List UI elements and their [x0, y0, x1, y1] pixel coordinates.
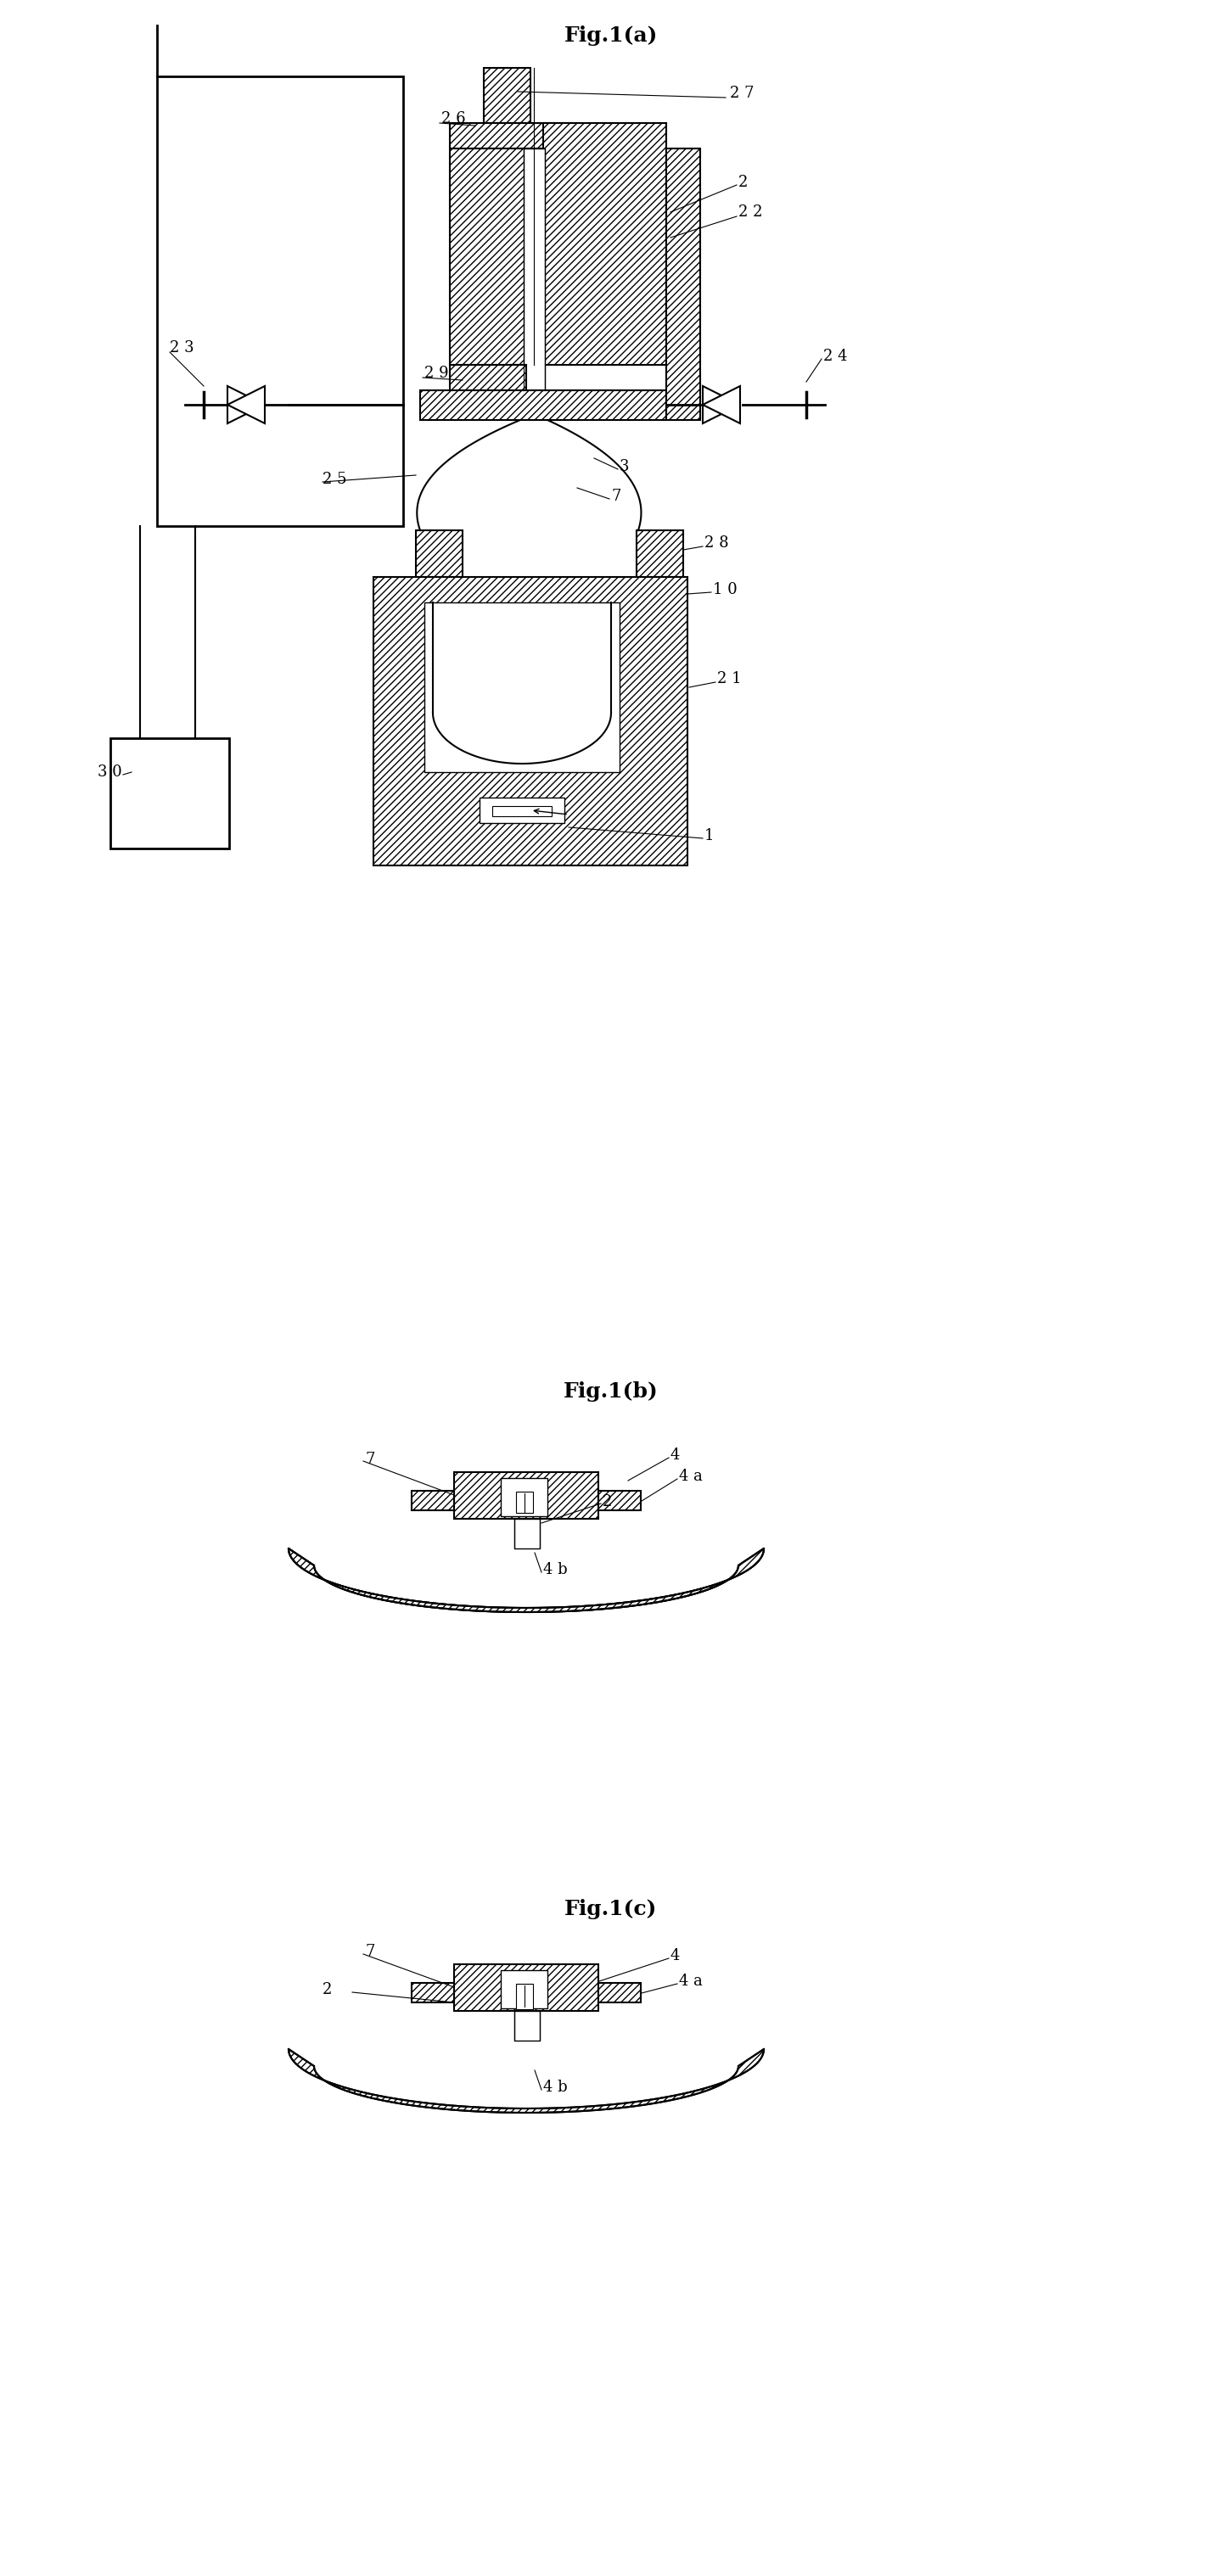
Bar [416, 531, 462, 577]
Polygon shape [703, 386, 740, 422]
Text: 1 0: 1 0 [713, 582, 737, 598]
Bar [450, 124, 572, 149]
Bar [450, 149, 531, 366]
Bar [412, 1492, 454, 1510]
Text: 2: 2 [603, 1494, 613, 1510]
Text: Fig.1(b): Fig.1(b) [564, 1381, 658, 1401]
Text: 2 8: 2 8 [704, 536, 729, 551]
Text: 4 b: 4 b [543, 1561, 567, 1577]
Bar [500, 1971, 548, 2009]
Text: Fig.1(c): Fig.1(c) [565, 1899, 658, 1919]
Bar [421, 392, 667, 420]
Text: 2 9: 2 9 [424, 366, 449, 381]
Text: 4 a: 4 a [679, 1973, 703, 1989]
Text: 4 b: 4 b [543, 2079, 567, 2094]
Bar [598, 1984, 641, 2002]
Polygon shape [289, 1548, 764, 1613]
Bar [667, 149, 701, 420]
Polygon shape [289, 1548, 764, 1613]
Text: Fig.1(a): Fig.1(a) [564, 26, 658, 46]
Polygon shape [703, 386, 740, 422]
Bar [412, 1984, 454, 2002]
Bar [454, 1965, 598, 2012]
Text: 4: 4 [670, 1947, 680, 1963]
Bar [428, 608, 615, 793]
Text: 7: 7 [364, 1453, 374, 1466]
Bar [500, 1479, 548, 1517]
Text: 2: 2 [323, 1981, 333, 1996]
Text: 3 0: 3 0 [98, 765, 122, 781]
Text: 2 7: 2 7 [730, 85, 755, 100]
Bar [450, 366, 526, 392]
Text: 2 2: 2 2 [739, 204, 763, 219]
Bar [492, 806, 552, 817]
Bar [543, 124, 667, 366]
Text: 2 1: 2 1 [717, 672, 741, 685]
Bar [484, 67, 531, 124]
Bar [515, 1520, 539, 1548]
Text: 4 a: 4 a [679, 1468, 703, 1484]
Text: 2 3: 2 3 [170, 340, 194, 355]
Bar [479, 799, 564, 822]
Polygon shape [289, 2048, 764, 2112]
Text: 2 6: 2 6 [442, 111, 466, 126]
Bar [515, 2012, 539, 2040]
Bar [157, 77, 404, 526]
Text: 1: 1 [704, 827, 714, 842]
Bar [424, 603, 620, 773]
Text: 2 5: 2 5 [323, 471, 346, 487]
Bar [516, 1492, 533, 1512]
Polygon shape [227, 386, 265, 422]
Polygon shape [227, 386, 265, 422]
Bar [110, 739, 229, 848]
Text: 2: 2 [739, 175, 748, 191]
Bar [636, 531, 684, 577]
Bar [598, 1492, 641, 1510]
Text: 2 4: 2 4 [823, 348, 848, 363]
Bar [516, 1984, 533, 2009]
Text: 7: 7 [612, 489, 621, 505]
Text: 4: 4 [670, 1448, 680, 1463]
Text: 7: 7 [364, 1945, 374, 1960]
Bar [373, 577, 687, 866]
Text: 3: 3 [620, 459, 630, 474]
Bar [523, 149, 545, 392]
Bar [454, 1471, 598, 1520]
